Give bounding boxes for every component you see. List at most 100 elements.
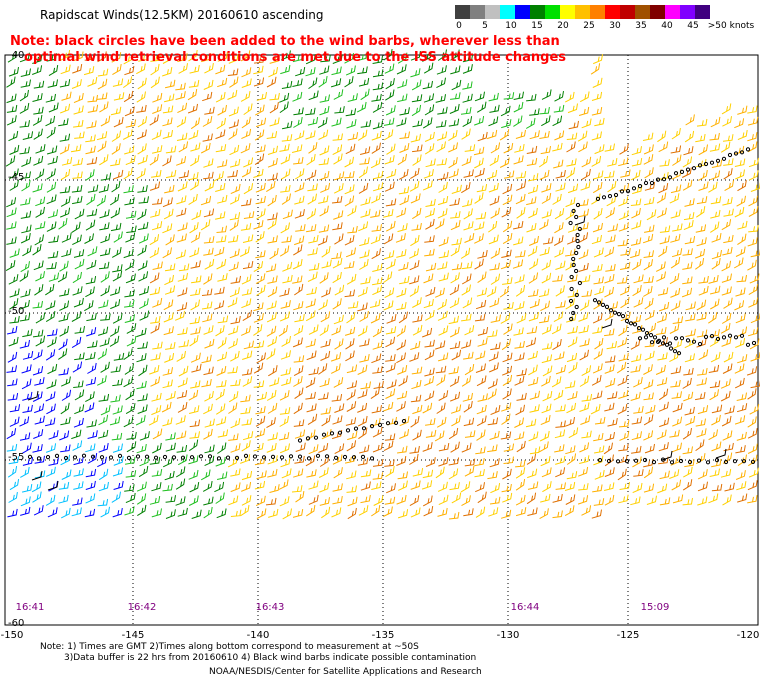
wind-barb [21, 180, 31, 192]
wind-barb [669, 193, 680, 204]
wind-barb [631, 416, 643, 425]
wind-barb [97, 140, 107, 153]
quality-circle [592, 298, 598, 303]
wind-barb [86, 259, 97, 270]
wind-barb [605, 207, 615, 219]
wind-barb [672, 494, 684, 504]
wind-barb [139, 431, 150, 441]
wind-barb [163, 93, 175, 103]
wind-barb [370, 234, 381, 245]
wind-barb [137, 341, 148, 349]
wind-barb [736, 392, 747, 401]
wind-barb [396, 390, 408, 400]
wind-barb [684, 353, 695, 363]
wind-barb [474, 258, 484, 270]
wind-barb [474, 313, 486, 322]
wind-barb [384, 496, 396, 505]
quality-circle [632, 322, 638, 327]
wind-barb [318, 299, 328, 311]
wind-barb [409, 495, 420, 507]
quality-circle [153, 455, 159, 460]
wind-barb [594, 469, 605, 480]
wind-barb [371, 131, 382, 141]
quality-circle [345, 428, 351, 433]
wind-barb [229, 144, 240, 156]
map-title: Rapidscat Winds(12.5KM) 20160610 ascendi… [40, 8, 324, 22]
wind-barb [190, 299, 200, 311]
wind-barb [385, 89, 395, 101]
wind-barb [463, 508, 474, 517]
wind-barb [228, 495, 239, 506]
lon-label: -145 [121, 630, 145, 641]
wind-barb [346, 389, 356, 401]
wind-barb [32, 349, 43, 361]
wind-barb [305, 298, 316, 308]
quality-circle [714, 458, 720, 463]
quality-circle [189, 455, 195, 460]
wind-barb [474, 116, 485, 126]
wind-barb [593, 247, 604, 258]
wind-barb [657, 352, 668, 361]
wind-barb [383, 506, 393, 517]
wind-barb [633, 406, 644, 414]
quality-circle [576, 244, 581, 250]
wind-barb [189, 431, 200, 439]
wind-barb [204, 418, 215, 428]
wind-barb [593, 348, 603, 360]
wind-barb [358, 221, 369, 232]
wind-barb [60, 507, 71, 519]
wind-barb [552, 494, 563, 503]
wind-barb [241, 67, 252, 78]
wind-barb [125, 119, 137, 128]
wind-barb [255, 182, 266, 193]
quality-circle [721, 156, 727, 161]
wind-barb [255, 117, 267, 128]
wind-barb [87, 340, 98, 349]
wind-barb [165, 169, 177, 179]
wind-barb [733, 257, 744, 269]
wind-barb [124, 259, 135, 271]
wind-barb [682, 261, 693, 270]
wind-barb [539, 508, 549, 520]
wind-barb [373, 380, 384, 389]
quality-circle [385, 421, 391, 426]
wind-barb [436, 65, 447, 75]
wind-barb [228, 402, 238, 414]
quality-circle [180, 455, 186, 460]
wind-barb [604, 467, 615, 477]
wind-barb [682, 248, 693, 256]
wind-barb [410, 340, 421, 350]
quality-circle [571, 208, 576, 214]
wind-barb [371, 142, 381, 154]
quality-circle [697, 341, 703, 347]
wind-barb [410, 394, 422, 403]
wind-barb [190, 380, 201, 389]
legend-swatch [590, 5, 605, 19]
wind-barb [73, 105, 84, 115]
wind-barb [502, 365, 513, 376]
wind-barb [203, 366, 214, 376]
wind-barb [98, 481, 109, 492]
wind-barb [228, 128, 238, 140]
wind-barb [47, 507, 58, 518]
wind-barb [710, 351, 721, 363]
wind-barb [178, 365, 189, 377]
wind-barb [710, 196, 722, 205]
wind-barb [711, 258, 721, 270]
wind-barb [580, 299, 590, 311]
wind-barb [292, 259, 303, 270]
wind-barb [708, 275, 719, 284]
wind-barb [346, 485, 357, 493]
wind-barb [280, 300, 291, 309]
wind-barb [750, 313, 760, 324]
wind-barb [490, 314, 501, 323]
wind-barb [189, 222, 199, 234]
wind-barb [279, 143, 290, 152]
wind-barb [125, 232, 136, 243]
wind-barb [747, 480, 758, 491]
wind-barb [724, 482, 735, 492]
wind-barb [72, 171, 83, 179]
wind-barb [515, 494, 526, 506]
wind-barb [425, 286, 436, 297]
wind-barbs [5, 49, 760, 520]
